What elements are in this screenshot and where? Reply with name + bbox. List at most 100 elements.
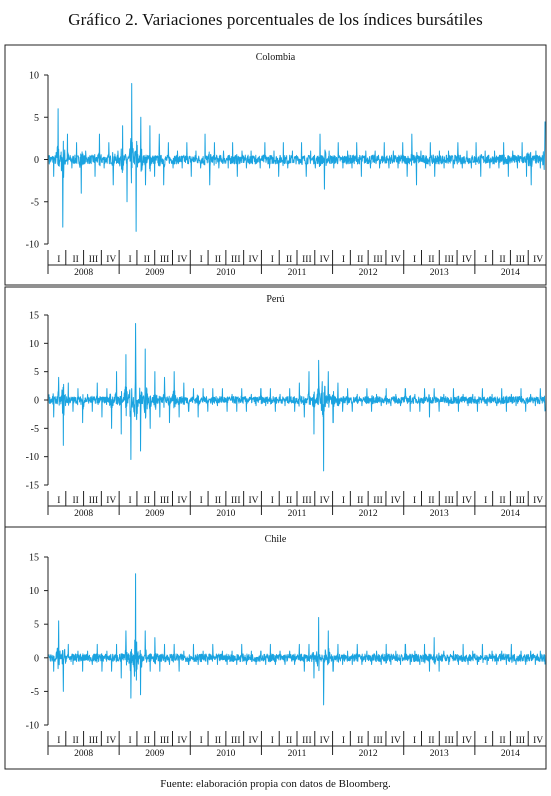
quarter-label: I <box>342 736 345 746</box>
quarter-label: II <box>144 255 150 265</box>
quarter-label: I <box>413 255 416 265</box>
quarter-label: IV <box>106 255 116 265</box>
series-line <box>48 573 546 706</box>
y-tick-label: 5 <box>34 367 39 378</box>
y-tick-label: 0 <box>34 653 39 664</box>
year-label: 2013 <box>430 749 449 759</box>
quarter-label: III <box>160 736 170 746</box>
quarter-label: IV <box>249 496 259 506</box>
source-note: Fuente: elaboración propia con datos de … <box>160 778 391 790</box>
year-label: 2010 <box>216 509 235 519</box>
quarter-label: II <box>499 736 505 746</box>
quarter-label: III <box>444 255 454 265</box>
quarter-label: IV <box>462 255 472 265</box>
panel-frame <box>4 44 547 286</box>
quarter-label: IV <box>462 736 472 746</box>
quarter-label: III <box>89 496 99 506</box>
quarter-label: III <box>444 496 454 506</box>
year-label: 2011 <box>288 509 307 519</box>
quarter-label: III <box>302 736 312 746</box>
quarter-label: II <box>73 736 79 746</box>
quarter-label: I <box>484 496 487 506</box>
quarter-label: IV <box>533 736 543 746</box>
quarter-label: III <box>231 736 241 746</box>
quarter-label: II <box>286 496 292 506</box>
quarter-label: III <box>302 255 312 265</box>
quarter-label: I <box>128 736 131 746</box>
y-tick-label: 0 <box>34 396 39 407</box>
quarter-label: II <box>357 255 363 265</box>
quarter-label: III <box>444 736 454 746</box>
y-tick-label: -10 <box>26 240 39 251</box>
quarter-label: II <box>357 496 363 506</box>
year-label: 2011 <box>288 749 307 759</box>
quarter-label: IV <box>320 736 330 746</box>
quarter-label: IV <box>320 496 330 506</box>
year-label: 2012 <box>359 509 378 519</box>
y-tick-label: -5 <box>31 424 39 435</box>
quarter-label: IV <box>106 496 116 506</box>
quarter-label: IV <box>177 496 187 506</box>
y-tick-label: -10 <box>26 452 39 463</box>
quarter-label: III <box>373 496 383 506</box>
quarter-label: II <box>428 255 434 265</box>
quarter-label: II <box>428 736 434 746</box>
quarter-label: I <box>271 496 274 506</box>
quarter-label: III <box>516 736 526 746</box>
quarter-label: II <box>73 255 79 265</box>
quarter-label: I <box>57 496 60 506</box>
quarter-label: III <box>89 736 99 746</box>
quarter-label: I <box>200 496 203 506</box>
quarter-label: II <box>286 255 292 265</box>
y-tick-label: -5 <box>31 197 39 208</box>
quarter-label: II <box>286 736 292 746</box>
y-tick-label: -5 <box>31 687 39 698</box>
quarter-label: II <box>215 496 221 506</box>
year-label: 2013 <box>430 268 449 278</box>
quarter-label: II <box>499 255 505 265</box>
year-label: 2010 <box>216 749 235 759</box>
quarter-label: II <box>215 255 221 265</box>
year-label: 2008 <box>74 268 93 278</box>
quarter-label: I <box>342 255 345 265</box>
y-tick-label: 15 <box>29 311 39 322</box>
quarter-label: IV <box>249 255 259 265</box>
year-label: 2014 <box>501 509 520 519</box>
quarter-label: I <box>200 255 203 265</box>
year-label: 2013 <box>430 509 449 519</box>
quarter-label: III <box>516 255 526 265</box>
quarter-label: IV <box>320 255 330 265</box>
year-label: 2012 <box>359 749 378 759</box>
quarter-label: IV <box>391 496 401 506</box>
quarter-label: IV <box>391 255 401 265</box>
year-label: 2009 <box>145 268 164 278</box>
quarter-label: III <box>160 496 170 506</box>
quarter-label: I <box>128 255 131 265</box>
year-label: 2008 <box>74 509 93 519</box>
quarter-label: II <box>499 496 505 506</box>
quarter-label: III <box>231 255 241 265</box>
quarter-label: IV <box>533 255 543 265</box>
quarter-label: IV <box>177 736 187 746</box>
series-line <box>48 323 546 472</box>
chart-title: Colombia <box>256 52 296 63</box>
page-title: Gráfico 2. Variaciones porcentuales de l… <box>68 10 483 29</box>
quarter-label: II <box>73 496 79 506</box>
quarter-label: II <box>215 736 221 746</box>
year-label: 2010 <box>216 268 235 278</box>
quarter-label: I <box>57 736 60 746</box>
y-tick-label: 10 <box>29 339 39 350</box>
quarter-label: II <box>357 736 363 746</box>
quarter-label: III <box>516 496 526 506</box>
quarter-label: III <box>373 736 383 746</box>
quarter-label: I <box>128 496 131 506</box>
quarter-label: III <box>89 255 99 265</box>
quarter-label: I <box>484 736 487 746</box>
quarter-label: I <box>413 736 416 746</box>
year-label: 2012 <box>359 268 378 278</box>
y-tick-label: 5 <box>34 113 39 124</box>
quarter-label: I <box>200 736 203 746</box>
